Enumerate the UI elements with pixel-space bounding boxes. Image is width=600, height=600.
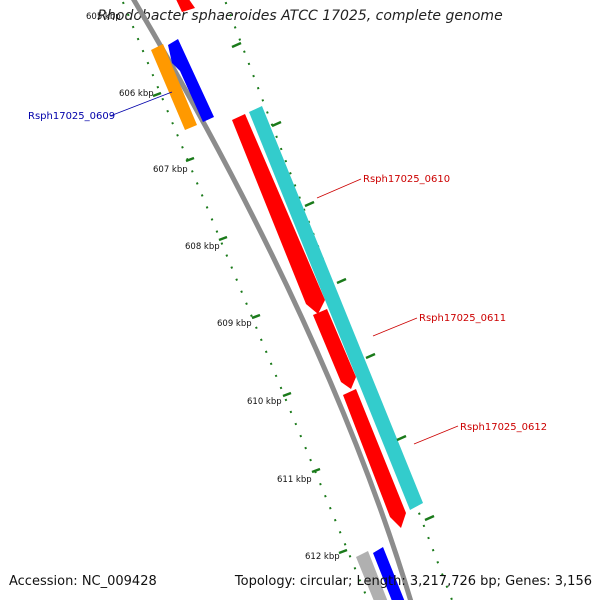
gene-arrow-bottom-gray[interactable] — [356, 551, 388, 600]
tick-label-611: 611 kbp — [277, 475, 312, 485]
tick-label-609: 609 kbp — [217, 319, 252, 329]
tick-label-605: 605 kbp — [86, 12, 121, 22]
leader-line-rsph0609 — [109, 91, 173, 117]
genome-summary: Topology: circular; Length: 3,217,726 bp… — [234, 574, 592, 589]
genome-backbone — [130, 0, 414, 600]
gene-arrow-rsph0612[interactable] — [343, 389, 406, 528]
gene-label-rsph0610[interactable]: Rsph17025_0610 — [363, 174, 450, 185]
tick-label-612: 612 kbp — [305, 552, 340, 562]
tick-label-610: 610 kbp — [247, 397, 282, 407]
leader-line-rsph0611 — [372, 317, 418, 337]
gene-arrow-bottom-blue[interactable] — [373, 547, 405, 600]
gene-arrow-top[interactable] — [174, 0, 195, 12]
tick-label-608: 608 kbp — [185, 242, 220, 252]
gene-arrow-orange[interactable] — [151, 44, 197, 130]
gene-label-rsph0612[interactable]: Rsph17025_0612 — [460, 422, 547, 433]
gene-arrow-rsph0611[interactable] — [313, 309, 356, 389]
tick-label-606: 606 kbp — [119, 89, 154, 99]
leader-line-rsph0610 — [316, 178, 362, 199]
leader-line-rsph0612 — [413, 425, 459, 445]
gene-arrow-rsph0610[interactable] — [232, 114, 325, 314]
cds-track-teal[interactable] — [249, 106, 423, 510]
tick-label-607: 607 kbp — [153, 165, 188, 175]
map-title: Rhodobacter sphaeroides ATCC 17025, comp… — [97, 8, 503, 24]
gene-label-rsph0609[interactable]: Rsph17025_0609 — [28, 111, 115, 122]
accession-label: Accession: NC_009428 — [9, 574, 157, 589]
tick-marks — [152, 41, 435, 555]
gene-arrow-rsph0609[interactable] — [168, 39, 214, 122]
gene-label-rsph0611[interactable]: Rsph17025_0611 — [419, 313, 506, 324]
